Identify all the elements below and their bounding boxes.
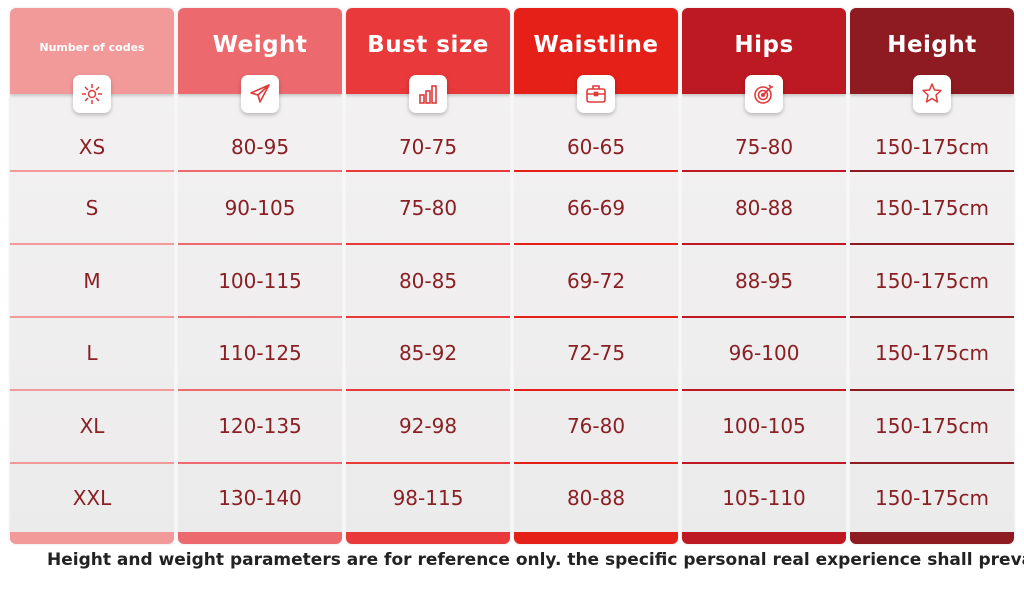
column-header: Waistline — [514, 8, 678, 94]
sun-icon — [73, 75, 111, 113]
table-cell: 69-72 — [566, 269, 626, 293]
bar-chart-icon — [409, 75, 447, 113]
column-header: Weight — [178, 8, 342, 94]
row-divider — [514, 462, 678, 464]
table-cell: 80-95 — [230, 135, 290, 159]
table-cell: 66-69 — [566, 196, 626, 220]
row-divider — [178, 389, 342, 391]
table-cell: 100-105 — [722, 414, 806, 438]
column-header: Height — [850, 8, 1014, 94]
row-divider — [178, 462, 342, 464]
table-cell: 96-100 — [728, 341, 800, 365]
row-divider — [10, 462, 174, 464]
table-cell: 60-65 — [566, 135, 626, 159]
footer-note: Height and weight parameters are for ref… — [47, 550, 1024, 570]
column-weight: Weight 80-95 90-105 100-115 110-125 120-135 1… — [178, 8, 342, 544]
table-cell: 150-175cm — [874, 135, 990, 159]
table-cell: 150-175cm — [874, 486, 990, 510]
table-cell: XS — [78, 135, 106, 159]
table-cell: 150-175cm — [874, 341, 990, 365]
paper-plane-icon — [241, 75, 279, 113]
star-icon — [913, 75, 951, 113]
row-divider — [178, 170, 342, 172]
row-divider — [346, 170, 510, 172]
table-cell: 150-175cm — [874, 269, 990, 293]
table-cell: 105-110 — [722, 486, 806, 510]
column-bust-size: Bust size 70-75 75-80 80-85 85-92 92-98 98-11… — [346, 8, 510, 544]
column-footer-bar — [346, 532, 510, 544]
row-divider — [346, 462, 510, 464]
table-cell: 72-75 — [566, 341, 626, 365]
table-cell: 85-92 — [398, 341, 458, 365]
row-divider — [178, 316, 342, 318]
row-divider — [682, 389, 846, 391]
table-cell: 70-75 — [398, 135, 458, 159]
column-height: Height 150-175cm 150-175cm 150-175cm 150-17… — [850, 8, 1014, 544]
table-cell: 75-80 — [734, 135, 794, 159]
table-cell: 76-80 — [566, 414, 626, 438]
table-cell: 100-115 — [218, 269, 302, 293]
size-chart-table: Number of codes XS S M L XL XXL Weight 80-95 9… — [10, 8, 1014, 544]
column-footer-bar — [850, 532, 1014, 544]
table-cell: S — [85, 196, 99, 220]
table-cell: 150-175cm — [874, 196, 990, 220]
row-divider — [178, 243, 342, 245]
header-label: Hips — [734, 32, 794, 58]
header-label: Weight — [212, 32, 308, 58]
column-footer-bar — [10, 532, 174, 544]
row-divider — [850, 389, 1014, 391]
table-cell: 130-140 — [218, 486, 302, 510]
briefcase-icon — [577, 75, 615, 113]
header-label: Number of codes — [39, 41, 145, 54]
column-number-of-codes: Number of codes XS S M L XL XXL — [10, 8, 174, 544]
row-divider — [514, 170, 678, 172]
header-label: Height — [887, 32, 977, 58]
row-divider — [514, 389, 678, 391]
table-cell: 88-95 — [734, 269, 794, 293]
row-divider — [346, 316, 510, 318]
row-divider — [682, 462, 846, 464]
table-cell: 120-135 — [218, 414, 302, 438]
table-cell: 80-88 — [566, 486, 626, 510]
table-cell: 150-175cm — [874, 414, 990, 438]
row-divider — [682, 316, 846, 318]
row-divider — [514, 243, 678, 245]
column-footer-bar — [514, 532, 678, 544]
table-cell: 92-98 — [398, 414, 458, 438]
column-hips: Hips 75-80 80-88 88-95 96-100 100-105 105-110 — [682, 8, 846, 544]
column-footer-bar — [682, 532, 846, 544]
row-divider — [514, 316, 678, 318]
table-cell: 75-80 — [398, 196, 458, 220]
row-divider — [346, 243, 510, 245]
table-cell: 90-105 — [224, 196, 296, 220]
row-divider — [10, 243, 174, 245]
row-divider — [682, 170, 846, 172]
table-cell: 98-115 — [392, 486, 464, 510]
table-cell: 80-85 — [398, 269, 458, 293]
table-cell: L — [86, 341, 98, 365]
row-divider — [10, 170, 174, 172]
row-divider — [10, 316, 174, 318]
header-label: Waistline — [533, 32, 659, 58]
header-label: Bust size — [367, 32, 489, 58]
row-divider — [850, 243, 1014, 245]
row-divider — [850, 170, 1014, 172]
table-cell: XXL — [72, 486, 112, 510]
column-footer-bar — [178, 532, 342, 544]
row-divider — [850, 316, 1014, 318]
row-divider — [682, 243, 846, 245]
table-cell: XL — [79, 414, 105, 438]
row-divider — [10, 389, 174, 391]
table-cell: 110-125 — [218, 341, 302, 365]
table-cell: M — [83, 269, 101, 293]
row-divider — [850, 462, 1014, 464]
row-divider — [346, 389, 510, 391]
table-cell: 80-88 — [734, 196, 794, 220]
column-waistline: Waistline 60-65 66-69 69-72 72-75 76-80 80-88 — [514, 8, 678, 544]
target-icon — [745, 75, 783, 113]
